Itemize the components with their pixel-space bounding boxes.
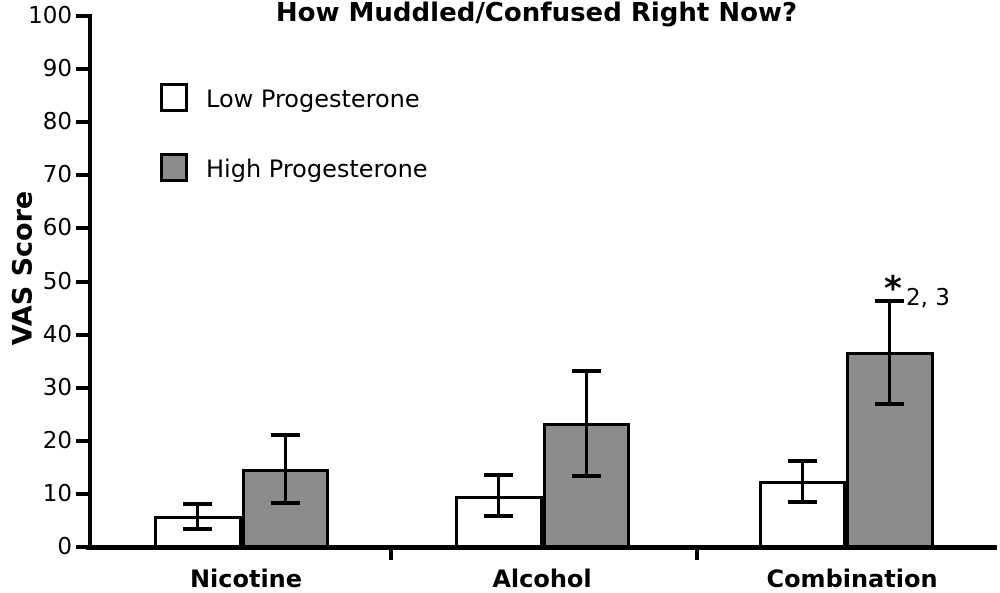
- y-tick-label-40: 40: [42, 321, 72, 348]
- y-tick-label-90: 90: [42, 56, 72, 83]
- y-tick-20: [76, 438, 90, 443]
- error-bar-high-progesterone-alcohol-cap-bottom: [571, 474, 601, 479]
- error-bar-low-progesterone-nicotine-line: [196, 503, 200, 530]
- x-axis-line: [86, 545, 997, 550]
- error-bar-high-progesterone-combination-line: [888, 300, 892, 404]
- y-tick-60: [76, 226, 90, 231]
- error-bar-low-progesterone-combination-line: [800, 461, 804, 502]
- error-bar-high-progesterone-combination-cap-bottom: [875, 401, 905, 406]
- y-tick-0: [76, 545, 90, 550]
- error-bar-high-progesterone-nicotine-cap-bottom: [270, 500, 300, 505]
- y-tick-label-70: 70: [42, 162, 72, 189]
- y-tick-50: [76, 279, 90, 284]
- y-tick-100: [76, 14, 90, 18]
- y-tick-90: [76, 67, 90, 72]
- chart-title: How Muddled/Confused Right Now?: [275, 0, 798, 28]
- error-bar-high-progesterone-nicotine-line: [283, 434, 287, 503]
- error-bar-low-progesterone-alcohol-line: [497, 474, 501, 517]
- error-bar-high-progesterone-alcohol-cap-top: [571, 368, 601, 373]
- x-label-nicotine: Nicotine: [189, 565, 303, 593]
- error-bar-high-progesterone-nicotine-cap-top: [270, 432, 300, 437]
- y-tick-label-80: 80: [42, 109, 72, 136]
- y-tick-label-20: 20: [42, 427, 72, 454]
- y-tick-label-30: 30: [42, 374, 72, 401]
- y-tick-label-10: 10: [42, 481, 72, 508]
- y-tick-70: [76, 173, 90, 178]
- y-tick-30: [76, 385, 90, 390]
- legend-label-low-progesterone: Low Progesterone: [206, 85, 420, 113]
- y-tick-10: [76, 492, 90, 497]
- error-bar-low-progesterone-nicotine-cap-bottom: [183, 527, 213, 532]
- y-tick-label-60: 60: [42, 215, 72, 242]
- legend-label-high-progesterone: High Progesterone: [206, 155, 428, 183]
- y-tick-label-100: 100: [28, 3, 72, 29]
- error-bar-high-progesterone-combination-cap-top: [875, 298, 905, 303]
- significance-asterisk: *: [884, 269, 902, 309]
- x-axis-tick-2: [695, 549, 699, 560]
- legend-swatch-high-progesterone: [160, 153, 188, 182]
- y-tick-40: [76, 332, 90, 337]
- error-bar-low-progesterone-alcohol-cap-top: [484, 472, 514, 477]
- error-bar-low-progesterone-combination-cap-top: [787, 459, 817, 464]
- significance-note: 2, 3: [906, 285, 950, 311]
- error-bar-low-progesterone-alcohol-cap-bottom: [484, 514, 514, 519]
- error-bar-low-progesterone-nicotine-cap-top: [183, 501, 213, 506]
- y-axis-line: [88, 14, 92, 550]
- x-label-combination: Combination: [766, 565, 938, 593]
- error-bar-low-progesterone-combination-cap-bottom: [787, 499, 817, 504]
- error-bar-high-progesterone-alcohol-line: [584, 370, 588, 476]
- x-label-alcohol: Alcohol: [492, 565, 592, 593]
- y-tick-label-0: 0: [57, 534, 72, 561]
- x-axis-tick-1: [389, 549, 393, 560]
- legend-swatch-low-progesterone: [160, 83, 188, 112]
- y-tick-label-50: 50: [42, 268, 72, 295]
- y-tick-80: [76, 120, 90, 125]
